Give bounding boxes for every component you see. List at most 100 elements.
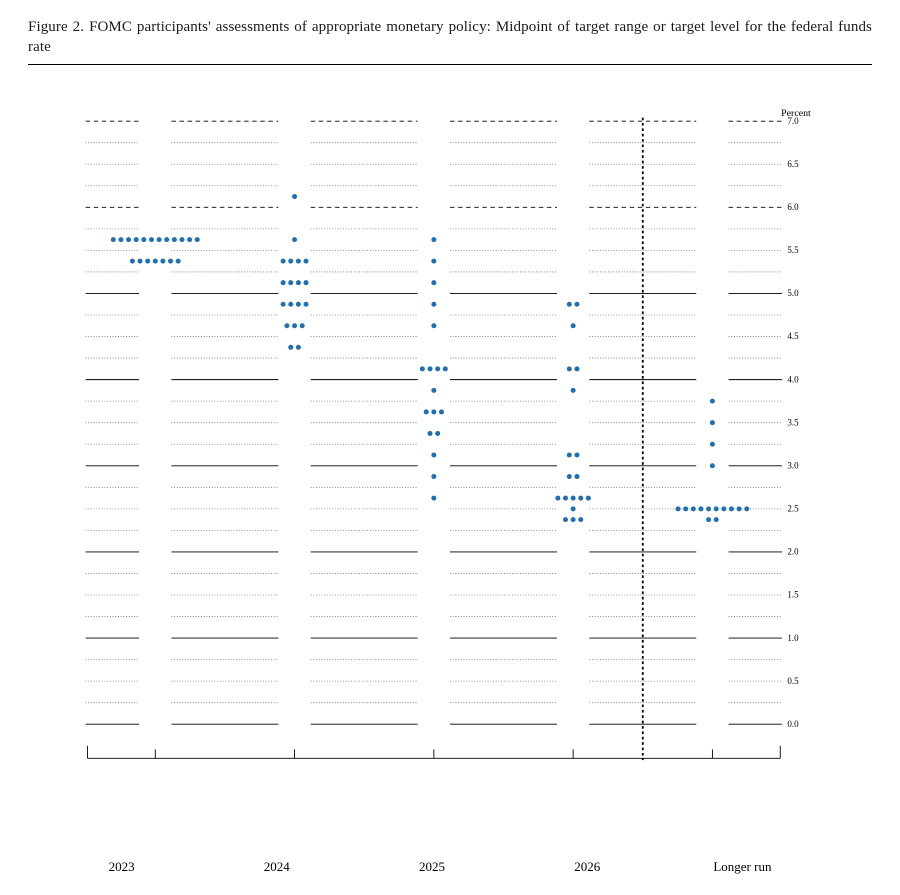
dot (164, 237, 169, 242)
dot (195, 237, 200, 242)
dot (428, 431, 433, 436)
y-tick-label: 1.0 (787, 632, 799, 642)
figure-container: Figure 2. FOMC participants' assessments… (0, 0, 900, 895)
dot (706, 506, 711, 511)
dot (698, 506, 703, 511)
dot (160, 258, 165, 263)
x-category-label: 2023 (109, 859, 135, 875)
y-tick-label: 0.5 (787, 675, 799, 685)
dot (714, 517, 719, 522)
dot (292, 194, 297, 199)
dot (435, 431, 440, 436)
dot (296, 301, 301, 306)
dot (574, 301, 579, 306)
dot (424, 409, 429, 414)
dot (567, 452, 572, 457)
dot (168, 258, 173, 263)
dot (431, 323, 436, 328)
dot (179, 237, 184, 242)
dot (296, 344, 301, 349)
dot (710, 463, 715, 468)
dot (431, 452, 436, 457)
y-axis-title: Percent (781, 107, 811, 118)
dot (431, 258, 436, 263)
title-rule (28, 64, 872, 65)
dot (555, 495, 560, 500)
dot (578, 495, 583, 500)
dot (443, 366, 448, 371)
dot (729, 506, 734, 511)
dot (126, 237, 131, 242)
dot (153, 258, 158, 263)
dot (710, 420, 715, 425)
y-tick-label: 5.0 (787, 288, 799, 298)
dot (578, 517, 583, 522)
dot (586, 495, 591, 500)
y-tick-label: 2.5 (787, 503, 799, 513)
y-tick-label: 6.5 (787, 159, 799, 169)
dot (737, 506, 742, 511)
dot (563, 517, 568, 522)
y-tick-label: 3.5 (787, 417, 799, 427)
dot (130, 258, 135, 263)
dot (300, 323, 305, 328)
dot (172, 237, 177, 242)
figure-number: Figure 2. (28, 19, 84, 35)
dot (431, 409, 436, 414)
dotplot-chart: 0.00.51.01.52.02.53.03.54.04.55.05.56.06… (40, 105, 860, 805)
dot (176, 258, 181, 263)
dot (431, 280, 436, 285)
chart-wrap: 0.00.51.01.52.02.53.03.54.04.55.05.56.06… (40, 105, 860, 805)
dot (296, 280, 301, 285)
dot (141, 237, 146, 242)
dot (303, 258, 308, 263)
y-tick-label: 5.5 (787, 245, 799, 255)
figure-title: Figure 2. FOMC participants' assessments… (28, 18, 872, 58)
y-tick-label: 2.0 (787, 546, 799, 556)
dot (691, 506, 696, 511)
dot (134, 237, 139, 242)
dot (567, 366, 572, 371)
y-tick-label: 4.0 (787, 374, 799, 384)
y-tick-label: 0.0 (787, 719, 799, 729)
dot (435, 366, 440, 371)
dot (571, 495, 576, 500)
dot (288, 301, 293, 306)
dot (288, 344, 293, 349)
dot (567, 301, 572, 306)
x-category-label: 2024 (264, 859, 290, 875)
dot (431, 495, 436, 500)
dot (281, 301, 286, 306)
dot (303, 301, 308, 306)
dot (706, 517, 711, 522)
x-category-label: 2025 (419, 859, 445, 875)
dot (710, 398, 715, 403)
y-tick-label: 4.5 (787, 331, 799, 341)
dot (571, 323, 576, 328)
x-category-label: Longer run (713, 859, 771, 875)
plot-svg: 0.00.51.01.52.02.53.03.54.04.55.05.56.06… (40, 105, 860, 805)
dot (292, 323, 297, 328)
dot (710, 441, 715, 446)
dot (744, 506, 749, 511)
dot (567, 474, 572, 479)
dot (118, 237, 123, 242)
dot (145, 258, 150, 263)
dot (284, 323, 289, 328)
dot (563, 495, 568, 500)
dot (303, 280, 308, 285)
dot (571, 387, 576, 392)
dot (676, 506, 681, 511)
dot (187, 237, 192, 242)
figure-title-text: FOMC participants' assessments of approp… (28, 19, 872, 55)
dot (431, 301, 436, 306)
dot (431, 474, 436, 479)
dot (420, 366, 425, 371)
dot (288, 258, 293, 263)
dot (714, 506, 719, 511)
y-tick-label: 1.5 (787, 589, 799, 599)
dot (571, 517, 576, 522)
dot (431, 237, 436, 242)
x-category-label: 2026 (574, 859, 600, 875)
dot (574, 366, 579, 371)
